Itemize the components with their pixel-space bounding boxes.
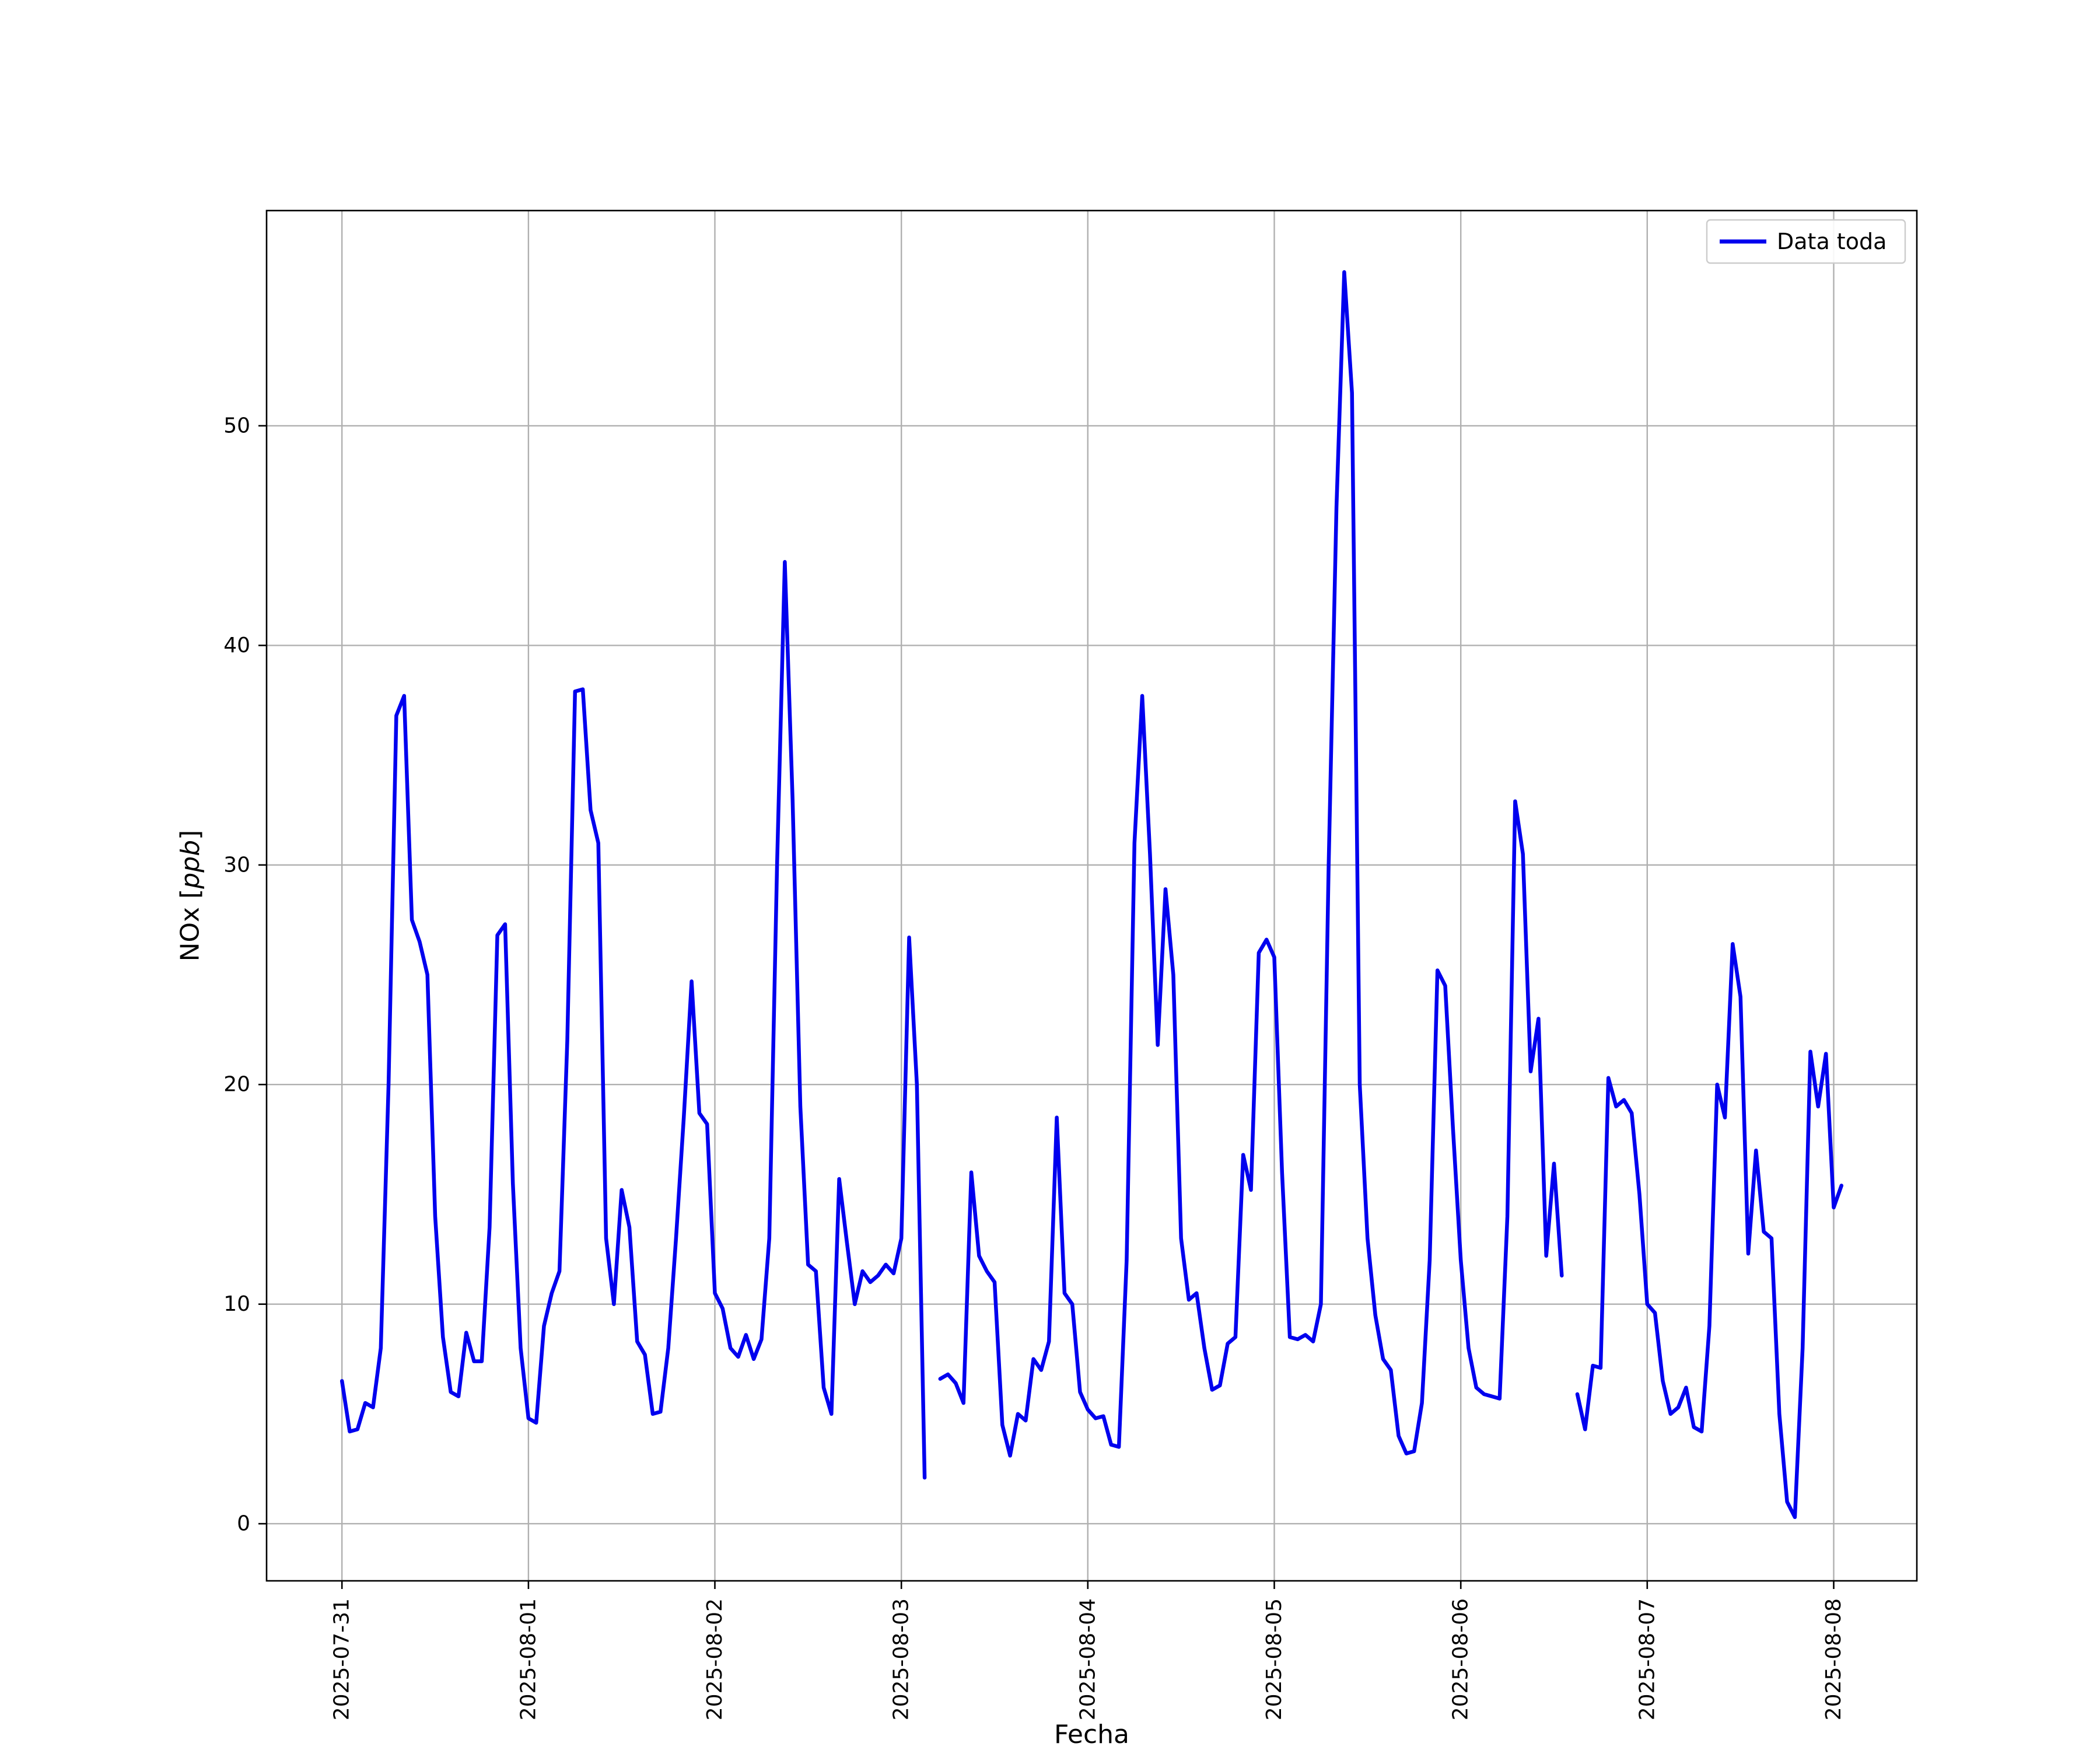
y-tick-label: 0 xyxy=(237,1512,250,1536)
x-tick-label: 2025-08-02 xyxy=(703,1598,727,1720)
y-gridlines xyxy=(267,425,1917,1525)
legend-box xyxy=(1706,219,1906,264)
x-tick-label: 2025-08-07 xyxy=(1635,1598,1659,1720)
x-tick-label: 2025-08-06 xyxy=(1449,1598,1473,1720)
x-gridlines xyxy=(341,211,1835,1581)
y-tick-label: 30 xyxy=(223,853,250,877)
x-tick-label: 2025-08-08 xyxy=(1822,1598,1846,1720)
axes-frame xyxy=(265,209,1918,1582)
x-tick-label: 2025-08-04 xyxy=(1076,1598,1100,1720)
x-axis-ticks: 2025-07-31 2025-08-01 2025-08-02 2025-08-03… xyxy=(330,1581,1846,1720)
legend: Data toda xyxy=(1706,219,1906,264)
legend-label: Data toda xyxy=(1777,229,1887,254)
plot-area xyxy=(267,211,1917,1581)
y-tick-label: 50 xyxy=(223,414,250,438)
x-tick-label: 2025-08-01 xyxy=(516,1598,540,1720)
y-tick-label: 20 xyxy=(223,1073,250,1097)
y-tick-label: 10 xyxy=(223,1292,250,1316)
data-series-line xyxy=(340,270,1844,1520)
y-tick-label: 40 xyxy=(223,634,250,657)
y-axis-ticks: 0 10 20 30 40 50 xyxy=(223,414,267,1536)
x-tick-label: 2025-07-31 xyxy=(330,1598,354,1720)
x-tick-label: 2025-08-05 xyxy=(1262,1598,1286,1720)
y-axis-label: NOx [ppb] xyxy=(176,830,205,962)
x-axis-label: Fecha xyxy=(1054,1720,1129,1749)
x-tick-label: 2025-08-03 xyxy=(890,1598,914,1720)
